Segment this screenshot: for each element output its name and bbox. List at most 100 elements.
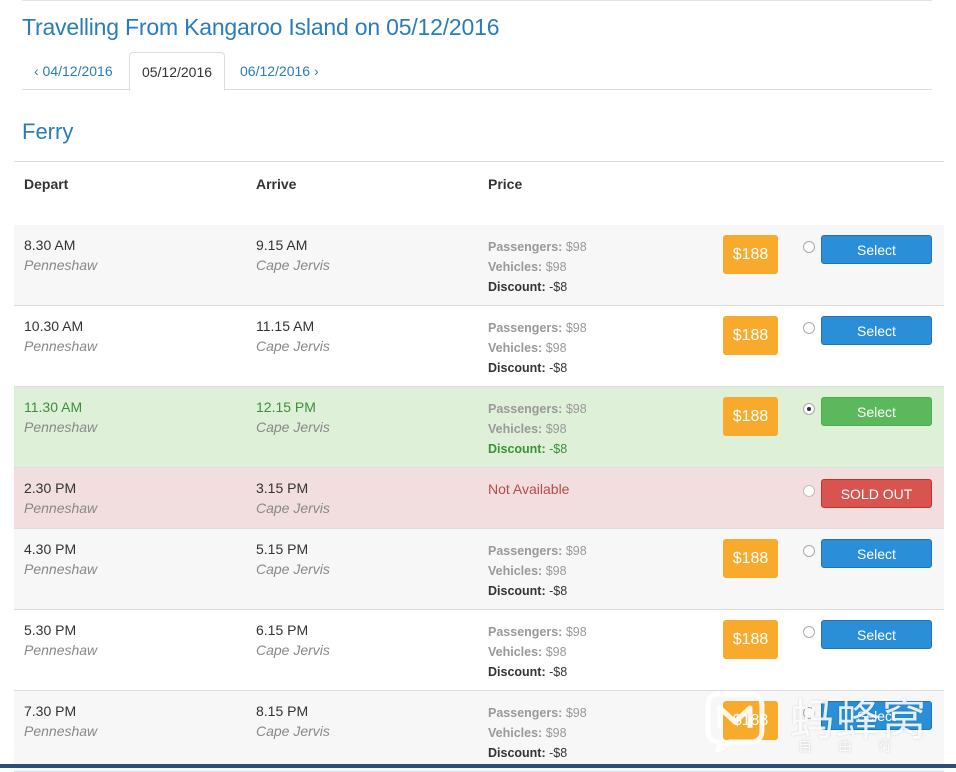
fare-radio[interactable] <box>803 403 815 415</box>
depart-time: 2.30 PM <box>24 480 77 496</box>
select-button[interactable]: Select <box>821 539 932 568</box>
fare-radio[interactable] <box>803 322 815 334</box>
table-row-sold-out: 2.30 PM Penneshaw 3.15 PM Cape Jervis Not Av… <box>14 468 944 529</box>
discount-value: -$8 <box>549 442 568 456</box>
sold-out-button: SOLD OUT <box>821 479 932 508</box>
total-price-badge: $188 <box>723 316 778 355</box>
fare-radio[interactable] <box>803 626 815 638</box>
select-button[interactable]: Select <box>821 701 932 730</box>
select-button[interactable]: Select <box>821 620 932 649</box>
vehicles-price: Vehicles: $98 <box>488 257 587 277</box>
discount-label: Discount: <box>488 280 546 294</box>
discount-label: Discount: <box>488 442 546 456</box>
vehicles-label: Vehicles: <box>488 341 543 355</box>
discount-value: -$8 <box>549 665 568 679</box>
depart-place: Penneshaw <box>24 338 98 354</box>
table-row-selected: 11.30 AM Penneshaw 12.15 PM Cape Jervis Pass… <box>14 387 944 468</box>
passengers-label: Passengers: <box>488 321 563 335</box>
price-breakdown: Passengers: $98 Vehicles: $98 Discount: -$… <box>488 703 587 763</box>
arrive-time: 5.15 PM <box>256 541 309 557</box>
vehicles-label: Vehicles: <box>488 260 543 274</box>
header-price: Price <box>488 176 523 192</box>
depart-time: 5.30 PM <box>24 622 77 638</box>
vehicles-value: $98 <box>545 260 567 274</box>
discount-price: Discount: -$8 <box>488 662 587 682</box>
vehicles-price: Vehicles: $98 <box>488 419 587 439</box>
passengers-price: Passengers: $98 <box>488 318 587 338</box>
depart-time: 11.30 AM <box>24 399 83 415</box>
vehicles-label: Vehicles: <box>488 645 543 659</box>
price-breakdown: Passengers: $98 Vehicles: $98 Discount: -$… <box>488 318 587 378</box>
table-row: 8.30 AM Penneshaw 9.15 AM Cape Jervis Passen… <box>14 225 944 306</box>
passengers-price: Passengers: $98 <box>488 399 587 419</box>
section-title-ferry: Ferry <box>22 119 74 144</box>
discount-price: Discount: -$8 <box>488 743 587 763</box>
arrive-place: Cape Jervis <box>256 561 330 577</box>
vehicles-value: $98 <box>545 726 567 740</box>
date-tabs: ‹ 04/12/2016 05/12/2016 06/12/2016 › <box>22 52 932 91</box>
vehicles-price: Vehicles: $98 <box>488 723 587 743</box>
vehicles-value: $98 <box>545 422 567 436</box>
depart-time: 8.30 AM <box>24 237 76 253</box>
vehicles-label: Vehicles: <box>488 726 543 740</box>
arrive-time: 6.15 PM <box>256 622 309 638</box>
arrive-place: Cape Jervis <box>256 723 330 739</box>
discount-price: Discount: -$8 <box>488 439 587 459</box>
table-header: Depart Arrive Price <box>14 161 944 226</box>
discount-label: Discount: <box>488 584 546 598</box>
passengers-label: Passengers: <box>488 240 563 254</box>
passengers-label: Passengers: <box>488 544 563 558</box>
select-button[interactable]: Select <box>821 235 932 264</box>
fare-radio <box>803 485 815 497</box>
arrive-place: Cape Jervis <box>256 338 330 354</box>
header-depart: Depart <box>24 176 69 192</box>
discount-price: Discount: -$8 <box>488 358 587 378</box>
price-breakdown: Passengers: $98 Vehicles: $98 Discount: -$… <box>488 399 587 459</box>
discount-price: Discount: -$8 <box>488 277 587 297</box>
discount-price: Discount: -$8 <box>488 581 587 601</box>
not-available-text: Not Available <box>488 481 570 497</box>
discount-value: -$8 <box>549 280 568 294</box>
passengers-value: $98 <box>565 240 587 254</box>
passengers-value: $98 <box>565 402 587 416</box>
fare-radio[interactable] <box>803 241 815 253</box>
passengers-label: Passengers: <box>488 706 563 720</box>
page-title: Travelling From Kangaroo Island on 05/12… <box>22 14 500 40</box>
price-breakdown: Passengers: $98 Vehicles: $98 Discount: -$… <box>488 237 587 297</box>
arrive-place: Cape Jervis <box>256 500 330 516</box>
passengers-price: Passengers: $98 <box>488 237 587 257</box>
discount-value: -$8 <box>549 746 568 760</box>
discount-label: Discount: <box>488 665 546 679</box>
price-breakdown: Passengers: $98 Vehicles: $98 Discount: -$… <box>488 541 587 601</box>
vehicles-value: $98 <box>545 564 567 578</box>
vehicles-label: Vehicles: <box>488 564 543 578</box>
table-row: 4.30 PM Penneshaw 5.15 PM Cape Jervis Passen… <box>14 529 944 610</box>
price-breakdown: Passengers: $98 Vehicles: $98 Discount: -$… <box>488 622 587 682</box>
table-row: 5.30 PM Penneshaw 6.15 PM Cape Jervis Passen… <box>14 610 944 691</box>
arrive-time: 3.15 PM <box>256 480 309 496</box>
vehicles-value: $98 <box>545 645 567 659</box>
passengers-price: Passengers: $98 <box>488 703 587 723</box>
fare-radio[interactable] <box>803 545 815 557</box>
depart-place: Penneshaw <box>24 500 98 516</box>
arrive-time: 11.15 AM <box>256 318 315 334</box>
depart-place: Penneshaw <box>24 642 98 658</box>
depart-place: Penneshaw <box>24 257 98 273</box>
tab-previous-date[interactable]: ‹ 04/12/2016 <box>34 63 113 79</box>
passengers-value: $98 <box>565 625 587 639</box>
tab-next-date[interactable]: 06/12/2016 › <box>240 63 319 79</box>
select-button[interactable]: Select <box>821 397 932 426</box>
bottom-strip <box>0 764 956 768</box>
top-divider <box>22 0 932 1</box>
select-button[interactable]: Select <box>821 316 932 345</box>
passengers-value: $98 <box>565 321 587 335</box>
vehicles-price: Vehicles: $98 <box>488 642 587 662</box>
passengers-label: Passengers: <box>488 625 563 639</box>
arrive-place: Cape Jervis <box>256 642 330 658</box>
total-price-badge: $188 <box>723 397 778 436</box>
tab-current-date[interactable]: 05/12/2016 <box>129 52 225 91</box>
table-row: 7.30 PM Penneshaw 8.15 PM Cape Jervis Passen… <box>14 691 944 772</box>
arrive-place: Cape Jervis <box>256 257 330 273</box>
depart-place: Penneshaw <box>24 561 98 577</box>
fare-radio[interactable] <box>803 707 815 719</box>
